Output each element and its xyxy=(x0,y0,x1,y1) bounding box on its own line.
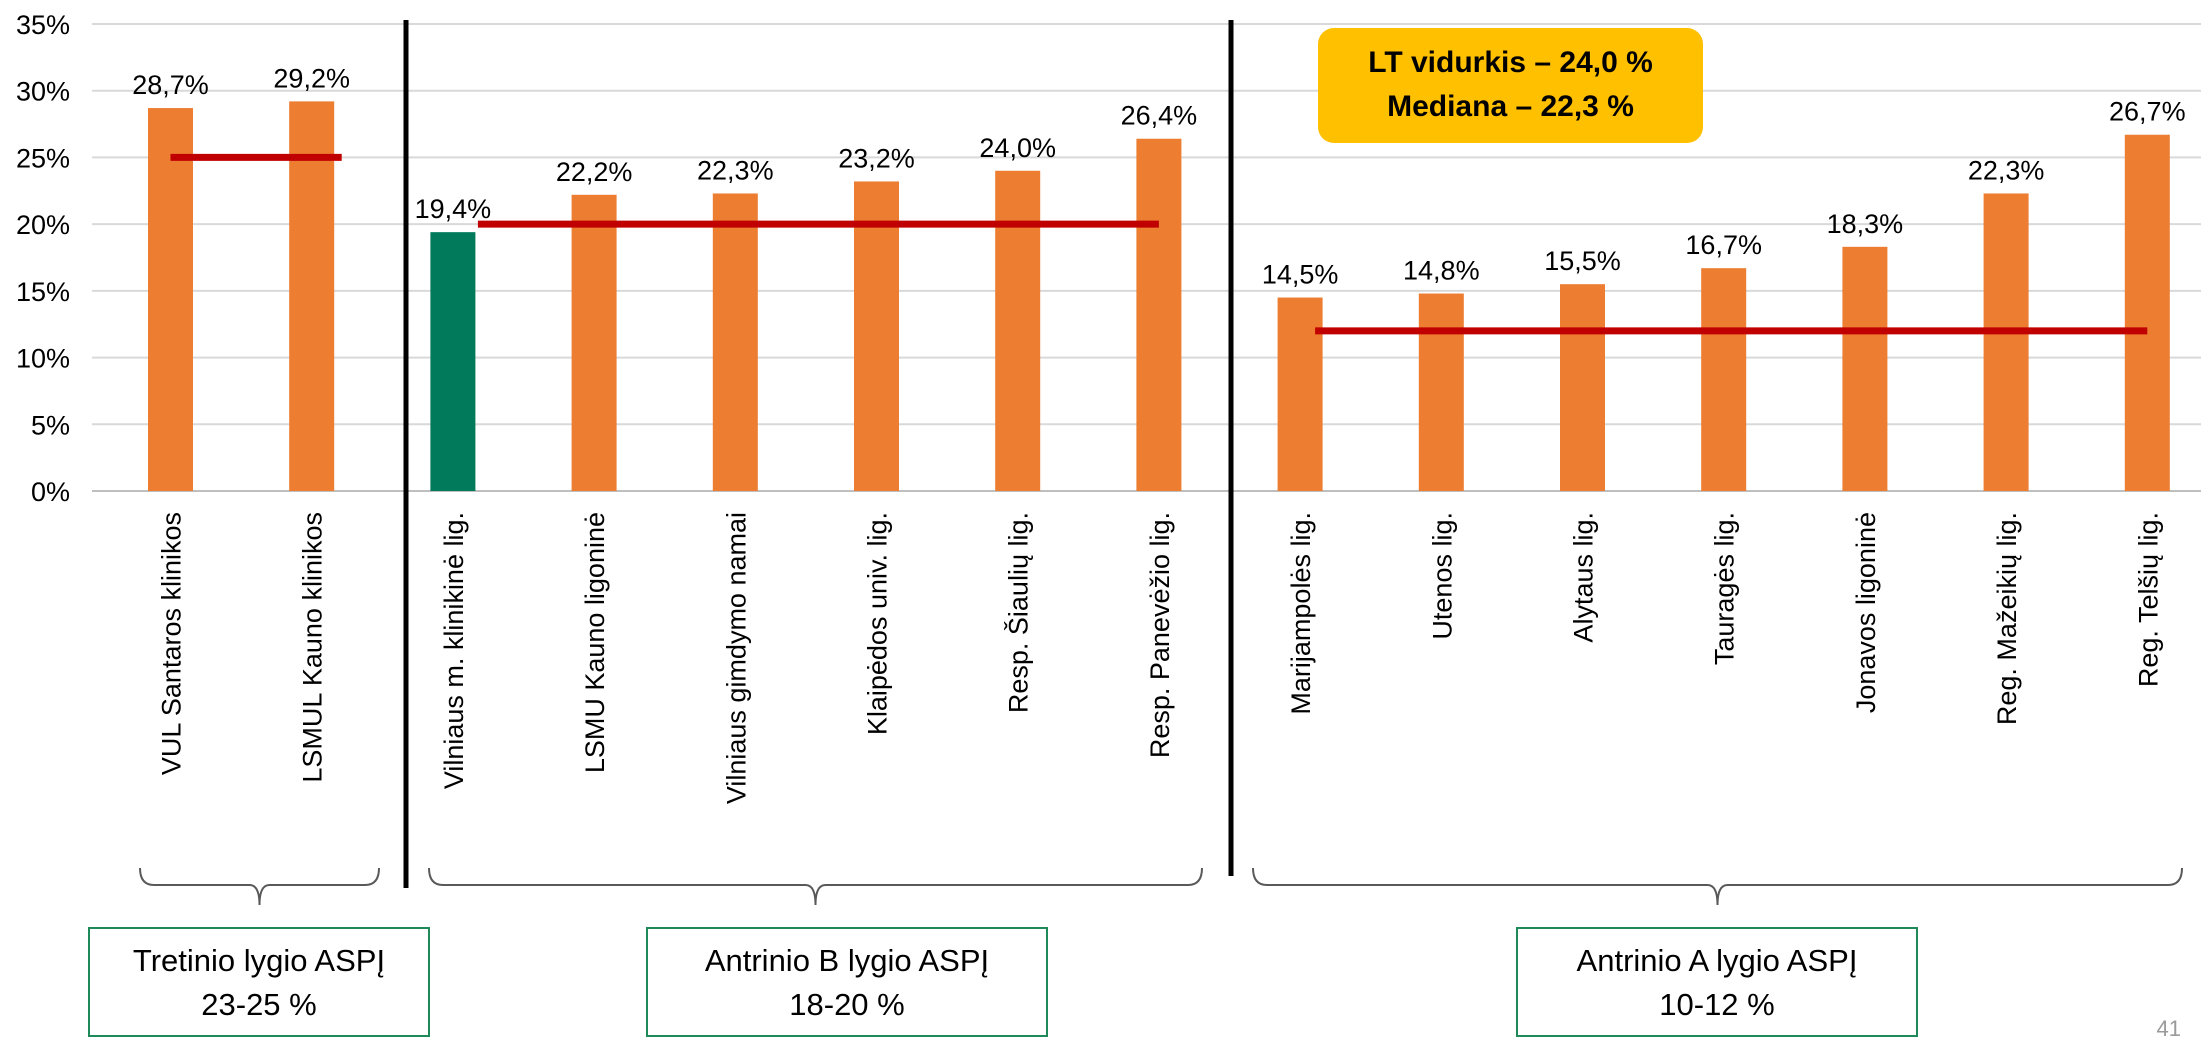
x-tick-label: LSMU Kauno ligoninė xyxy=(580,512,610,773)
bar xyxy=(289,101,335,491)
slide-number: 41 xyxy=(2156,1016,2181,1041)
bar xyxy=(430,232,476,492)
group-dividers xyxy=(403,20,1234,888)
data-label: 19,4% xyxy=(415,194,492,224)
average-median-callout: LT vidurkis – 24,0 % Mediana – 22,3 % xyxy=(1318,28,1703,143)
data-label: 15,5% xyxy=(1544,246,1621,276)
bar xyxy=(1842,246,1888,491)
data-label: 28,7% xyxy=(132,70,209,100)
x-tick-label: Jonavos ligoninė xyxy=(1851,512,1881,713)
group-label: Tretinio lygio ASPĮ xyxy=(132,943,386,978)
bar xyxy=(1136,138,1182,491)
target-lines xyxy=(170,153,2148,335)
bar xyxy=(2124,134,2170,491)
x-tick-label: Reg. Mažeikių lig. xyxy=(1992,512,2022,725)
bar xyxy=(1277,297,1323,491)
data-label: 23,2% xyxy=(838,143,915,173)
data-label: 22,2% xyxy=(556,157,633,187)
group-brace xyxy=(139,867,380,906)
x-tick-label: VUL Santaros klinikos xyxy=(157,512,187,775)
group-label: Antrinio B lygio ASPĮ xyxy=(704,943,990,978)
bar xyxy=(1560,284,1605,491)
data-label: 14,5% xyxy=(1262,260,1339,290)
bar xyxy=(1983,193,2029,491)
y-tick-label: 15% xyxy=(16,277,70,307)
x-tick-label: Resp. Panevėžio lig. xyxy=(1145,512,1175,758)
data-label: 16,7% xyxy=(1685,230,1762,260)
group-braces xyxy=(139,867,2183,906)
group-range: 18-20 % xyxy=(789,987,905,1022)
y-tick-label: 35% xyxy=(16,10,70,40)
x-tick-label: Vilniaus m. klinikinė lig. xyxy=(439,512,469,789)
x-tick-label: Resp. Šiaulių lig. xyxy=(1003,512,1034,713)
y-tick-label: 20% xyxy=(16,210,70,240)
value-labels: 28,7% 29,2% 19,4% 22,2% 22,3% 23,2% 24,0% 26,4%… xyxy=(132,63,2185,289)
group-label: Antrinio A lygio ASPĮ xyxy=(1576,943,1858,978)
bar xyxy=(148,108,193,491)
data-label: 29,2% xyxy=(273,63,350,93)
bar xyxy=(571,194,617,491)
y-tick-label: 0% xyxy=(31,477,70,507)
y-axis-tick-labels: 0% 5% 10% 15% 20% 25% 30% 35% xyxy=(16,10,70,507)
bar xyxy=(1418,293,1464,491)
group-box-tertiary: Tretinio lygio ASPĮ 23-25 % xyxy=(88,927,430,1037)
group-brace xyxy=(428,867,1203,906)
data-label: 26,7% xyxy=(2109,97,2186,127)
x-tick-label: Tauragės lig. xyxy=(1710,512,1740,665)
group-box-secondary-b: Antrinio B lygio ASPĮ 18-20 % xyxy=(646,927,1048,1037)
category-labels: VUL Santaros klinikos LSMUL Kauno kliniko… xyxy=(157,512,2164,804)
data-label: 22,3% xyxy=(697,155,774,185)
x-tick-label: Marijampolės lig. xyxy=(1286,512,1316,715)
group-brace xyxy=(1252,867,2183,906)
callout-average: LT vidurkis – 24,0 % xyxy=(1368,46,1653,79)
y-tick-label: 25% xyxy=(16,143,70,173)
data-label: 22,3% xyxy=(1968,155,2045,185)
data-label: 26,4% xyxy=(1121,101,1198,131)
data-label: 24,0% xyxy=(979,133,1056,163)
data-label: 18,3% xyxy=(1827,209,1904,239)
group-range: 10-12 % xyxy=(1659,987,1775,1022)
group-range: 23-25 % xyxy=(201,987,317,1022)
x-tick-label: Alytaus lig. xyxy=(1569,512,1599,643)
y-tick-label: 10% xyxy=(16,344,70,374)
x-tick-label: LSMUL Kauno klinikos xyxy=(298,512,328,783)
x-tick-label: Reg. Telšių lig. xyxy=(2133,512,2163,687)
x-tick-label: Klaipėdos univ. lig. xyxy=(863,512,893,735)
bar xyxy=(995,170,1041,491)
group-box-secondary-a: Antrinio A lygio ASPĮ 10-12 % xyxy=(1516,927,1918,1037)
y-tick-label: 5% xyxy=(31,410,70,440)
bar xyxy=(1701,268,1747,491)
bar xyxy=(712,193,758,491)
bar xyxy=(854,181,899,491)
bars xyxy=(148,101,2170,492)
x-tick-label: Utenos lig. xyxy=(1427,512,1457,640)
callout-median: Mediana – 22,3 % xyxy=(1387,90,1634,123)
y-tick-label: 30% xyxy=(16,77,70,107)
data-label: 14,8% xyxy=(1403,256,1480,286)
x-tick-label: Vilniaus gimdymo namai xyxy=(721,512,751,804)
